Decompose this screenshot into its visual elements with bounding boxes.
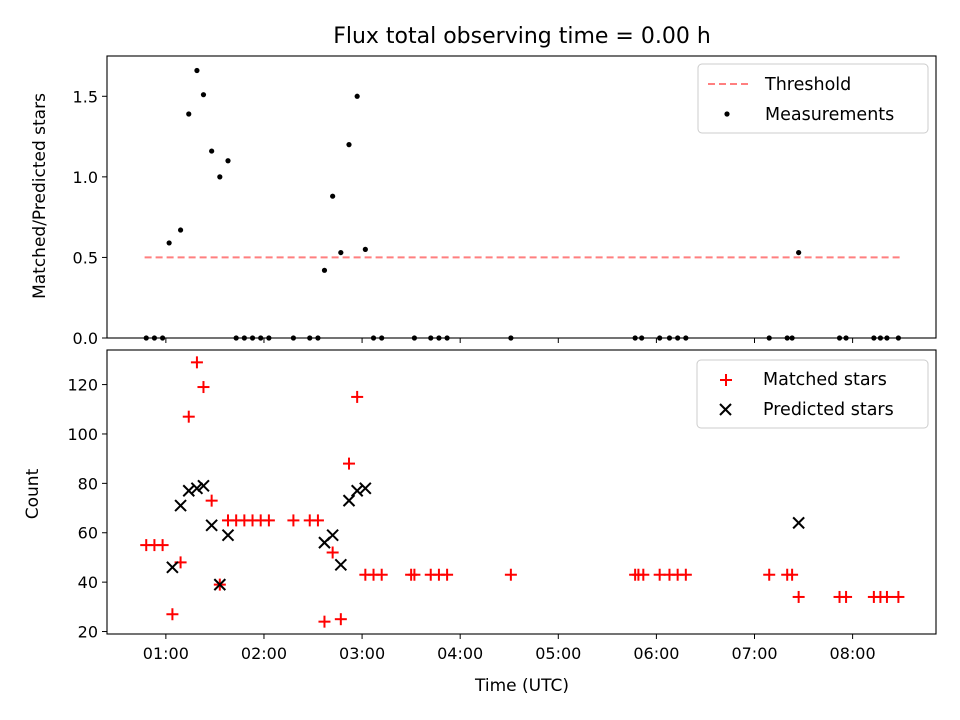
- top-y-tick-label: 0.0: [73, 329, 98, 348]
- top-legend: Threshold Measurements: [697, 63, 929, 134]
- matched-star-point: [342, 457, 355, 470]
- bottom-y-tick-label: 60: [78, 524, 98, 543]
- top-y-ticks: 0.0 0.5 1.0 1.5: [73, 87, 107, 348]
- matched-star-point: [205, 494, 218, 507]
- top-y-tick-label: 0.5: [73, 248, 98, 267]
- threshold-legend-label: Threshold: [764, 75, 851, 95]
- matched-star-point: [763, 568, 776, 581]
- predicted-star-point: [174, 499, 187, 512]
- matched-star-point: [504, 568, 517, 581]
- bottom-y-axis-label: Count: [23, 468, 43, 519]
- bottom-legend-box: [696, 359, 929, 429]
- x-tick-label: 05:00: [535, 644, 581, 663]
- top-y-tick-label: 1.0: [73, 168, 98, 187]
- matched-star-point: [892, 590, 905, 603]
- matched-star-point: [182, 410, 195, 423]
- bottom-y-tick-label: 40: [78, 573, 98, 592]
- measurement-point: [330, 193, 336, 199]
- chart-title: Flux total observing time = 0.00 h: [333, 24, 711, 49]
- matched-star-point: [197, 381, 210, 394]
- bottom-axes-frame: [106, 349, 937, 635]
- x-tick-label: 03:00: [339, 644, 385, 663]
- x-tick-label: 04:00: [437, 644, 483, 663]
- bottom-y-tick-label: 100: [67, 425, 98, 444]
- x-tick-label: 06:00: [633, 644, 679, 663]
- top-y-tick-label: 1.5: [73, 87, 98, 106]
- measurement-point: [186, 111, 192, 117]
- bottom-legend: Matched stars Predicted stars: [696, 359, 929, 429]
- top-x-tick-marks: [165, 338, 854, 343]
- matched-star-point: [441, 568, 454, 581]
- matched-legend-label: Matched stars: [763, 370, 887, 390]
- measurement-point: [362, 246, 368, 252]
- predicted-star-point: [166, 561, 179, 574]
- measurement-point: [177, 227, 184, 233]
- x-tick-label: 01:00: [143, 644, 189, 663]
- measurement-point: [166, 240, 172, 246]
- matched-legend-swatch: [720, 374, 732, 386]
- bottom-y-tick-label: 80: [78, 474, 98, 493]
- matched-star-point: [880, 590, 893, 603]
- matched-star-point: [840, 590, 853, 603]
- predicted-star-point: [221, 529, 235, 542]
- bottom-y-tick-label: 120: [67, 376, 98, 395]
- predicted-star-point: [326, 529, 339, 542]
- predicted-star-point: [342, 494, 356, 507]
- predicted-star-point: [350, 484, 364, 497]
- matched-star-point: [156, 539, 169, 552]
- matched-star-point: [792, 590, 805, 603]
- top-panel: Flux total observing time = 0.00 h Match…: [30, 24, 937, 348]
- measurement-point: [217, 174, 223, 180]
- measurements-legend-swatch: [724, 111, 730, 117]
- matched-star-point: [786, 568, 799, 581]
- bottom-y-tick-label: 20: [78, 623, 98, 642]
- matched-star-point: [334, 613, 347, 626]
- predicted-star-point: [213, 578, 227, 591]
- matched-star-point: [318, 615, 331, 628]
- bottom-y-ticks: 20 40 60 80 100 120: [67, 376, 107, 642]
- x-tick-label: 07:00: [731, 644, 777, 663]
- matched-star-point: [262, 514, 275, 527]
- measurement-point: [796, 249, 802, 256]
- predicted-star-point: [359, 482, 372, 495]
- measurement-point: [321, 267, 328, 273]
- top-y-axis-label: Matched/Predicted stars: [30, 93, 50, 299]
- matched-star-point: [287, 514, 300, 527]
- measurement-point: [200, 92, 207, 98]
- matched-star-point: [311, 514, 324, 527]
- predicted-star-point: [190, 482, 204, 495]
- x-tick-label: 02:00: [241, 644, 287, 663]
- measurement-point: [194, 67, 200, 74]
- bottom-panel: Count Time (UTC) 20 40 60 80 100 120 01:00 02:…: [23, 349, 937, 696]
- matched-star-point: [375, 568, 388, 581]
- x-tick-label: 08:00: [830, 644, 876, 663]
- matched-star-point: [637, 568, 650, 581]
- predicted-star-point: [792, 516, 805, 530]
- predicted-star-point: [205, 519, 218, 532]
- measurement-point: [354, 93, 360, 99]
- measurements-legend-label: Measurements: [765, 105, 894, 125]
- measurement-point: [225, 158, 231, 164]
- top-axes-frame: [106, 55, 937, 339]
- bottom-plot-marks: [140, 356, 905, 628]
- measurement-point: [346, 142, 352, 148]
- matched-star-point: [326, 546, 339, 559]
- matched-star-point: [166, 608, 179, 621]
- measurement-point: [209, 148, 215, 154]
- predicted-star-point: [334, 558, 348, 572]
- predicted-star-point: [182, 484, 195, 497]
- matched-star-point: [408, 568, 421, 581]
- x-axis-label: Time (UTC): [474, 676, 569, 696]
- bottom-x-ticks: 01:00 02:00 03:00 04:00 05:00 06:00 07:00 08:00: [143, 634, 876, 663]
- matched-star-point: [351, 390, 364, 403]
- measurement-point: [338, 249, 344, 256]
- matched-star-point: [679, 568, 692, 581]
- matched-star-point: [190, 356, 203, 369]
- top-plot-marks: [143, 67, 901, 341]
- top-legend-box: [697, 63, 929, 134]
- predicted-legend-label: Predicted stars: [763, 400, 894, 420]
- predicted-legend-swatch: [719, 403, 732, 416]
- predicted-star-point: [197, 479, 210, 493]
